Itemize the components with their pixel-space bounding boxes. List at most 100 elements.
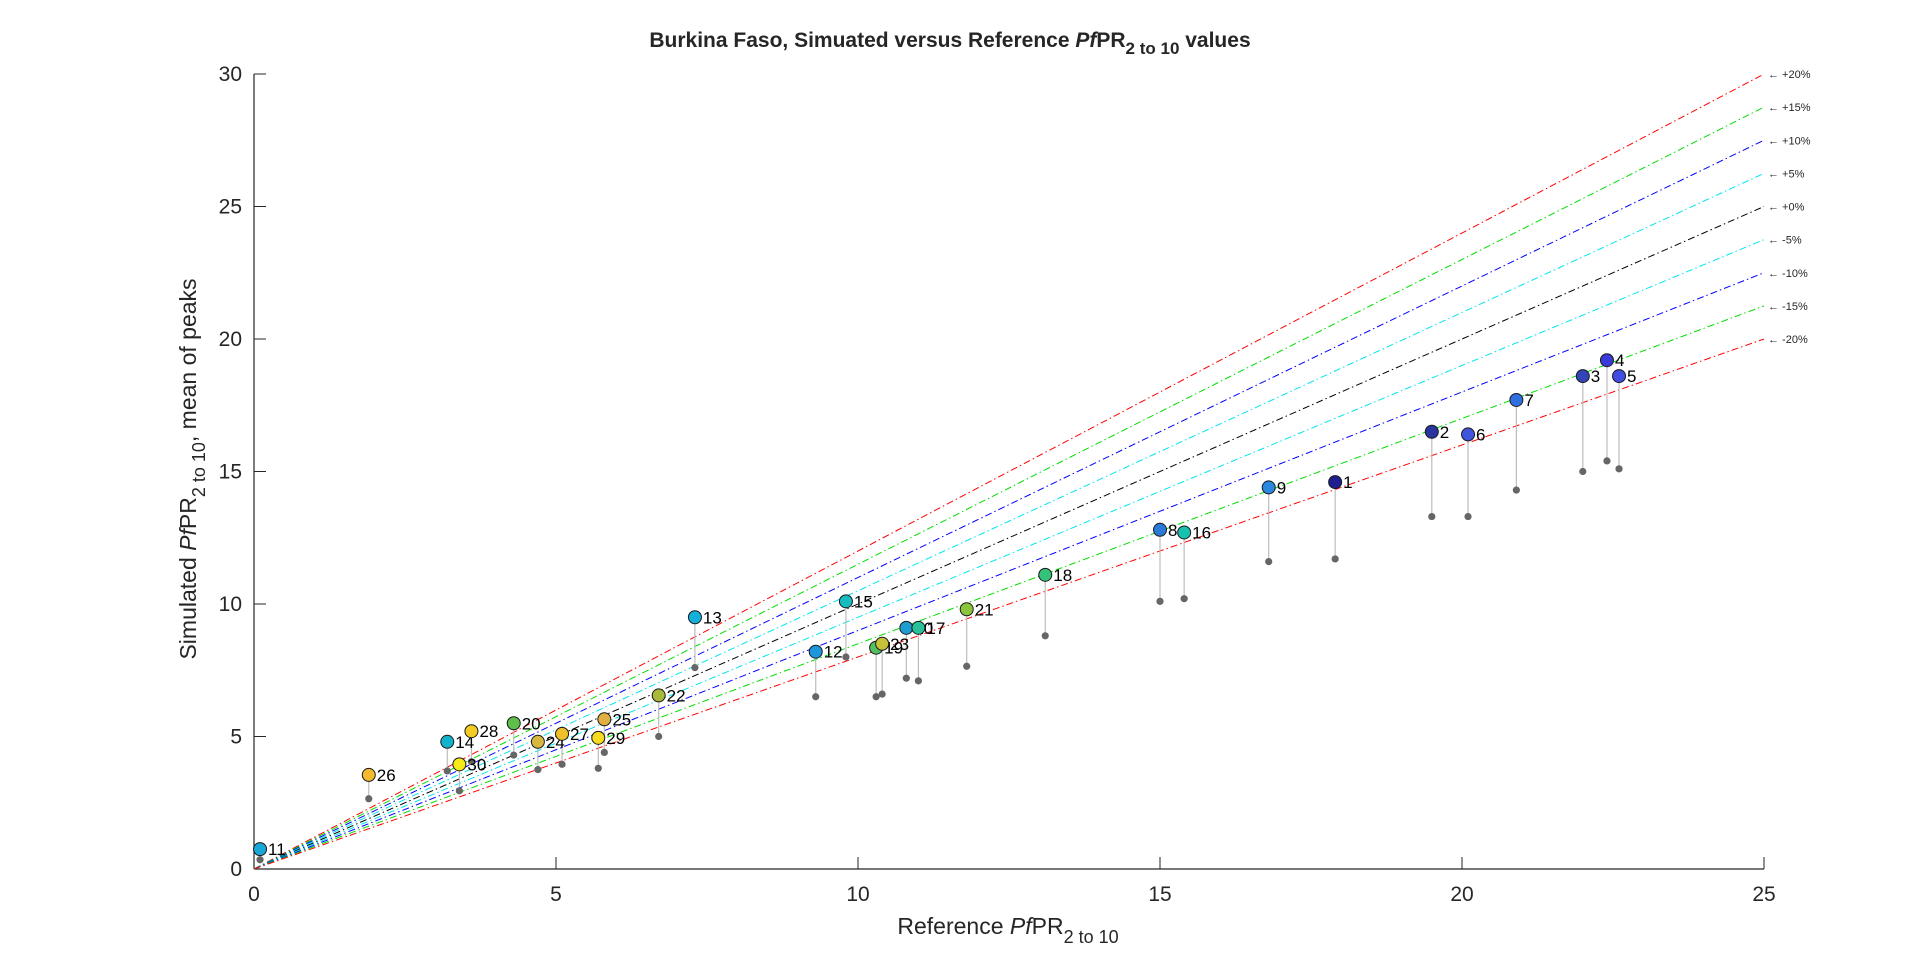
data-point bbox=[1599, 353, 1614, 368]
point-low-marker bbox=[1041, 632, 1049, 640]
reference-line bbox=[253, 73, 1765, 870]
data-point bbox=[875, 636, 890, 651]
data-point-label: 27 bbox=[570, 725, 589, 744]
data-point-label: 29 bbox=[606, 729, 625, 748]
data-point bbox=[591, 730, 606, 745]
reference-line-label: ← +0% bbox=[1768, 202, 1805, 214]
data-point bbox=[1038, 567, 1053, 582]
point-low-marker bbox=[1615, 465, 1623, 473]
y-tick-label: 25 bbox=[219, 196, 242, 219]
point-low-marker bbox=[594, 764, 602, 772]
x-tick-label: 10 bbox=[846, 883, 869, 906]
data-point bbox=[1612, 369, 1627, 384]
data-point bbox=[959, 602, 974, 617]
point-low-marker bbox=[872, 693, 880, 701]
data-point-label: 23 bbox=[890, 635, 909, 654]
point-low-marker bbox=[1603, 457, 1611, 465]
data-point bbox=[506, 716, 521, 731]
chart-title: Burkina Faso, Simuated versus Reference … bbox=[649, 29, 1250, 58]
point-low-marker bbox=[812, 693, 820, 701]
data-point bbox=[899, 620, 914, 635]
data-point bbox=[597, 712, 612, 727]
y-tick-label: 10 bbox=[219, 593, 242, 616]
reference-line bbox=[253, 106, 1765, 870]
data-point bbox=[1461, 427, 1476, 442]
data-point bbox=[808, 644, 823, 659]
reference-line bbox=[253, 272, 1765, 870]
y-axis-label: Simulated PfPR2 to 10, mean of peaks bbox=[175, 278, 209, 659]
point-low-marker bbox=[1512, 486, 1520, 494]
y-tick-label: 30 bbox=[219, 63, 242, 86]
data-point-label: 12 bbox=[824, 643, 843, 662]
reference-line bbox=[253, 305, 1765, 870]
point-low-marker bbox=[558, 760, 566, 768]
reference-lines: ← +20% ← +15% ← +10% ← +5% ← +0% ← -5% ← -10% ←… bbox=[253, 69, 1811, 870]
data-points: 1234567891011121314151617181920212223242… bbox=[253, 351, 1637, 864]
data-point bbox=[1328, 475, 1343, 490]
reference-line-label: ← +10% bbox=[1768, 135, 1811, 147]
point-low-marker bbox=[1156, 597, 1164, 605]
reference-line-label: ← +20% bbox=[1768, 69, 1811, 81]
reference-line-label: ← -5% bbox=[1768, 235, 1802, 247]
reference-line bbox=[253, 139, 1765, 870]
point-low-marker bbox=[655, 732, 663, 741]
reference-line-label: ← -20% bbox=[1768, 334, 1808, 346]
point-low-marker bbox=[1180, 595, 1188, 603]
x-axis-label: Reference PfPR2 to 10 bbox=[897, 913, 1118, 947]
point-low-marker bbox=[842, 653, 850, 661]
data-point-label: 13 bbox=[703, 608, 722, 627]
point-low-marker bbox=[914, 677, 923, 685]
reference-line-label: ← -15% bbox=[1768, 301, 1808, 313]
data-point bbox=[651, 688, 666, 703]
data-point-label: 30 bbox=[467, 755, 486, 774]
point-low-marker bbox=[1464, 512, 1472, 521]
reference-line bbox=[253, 206, 1765, 870]
data-point-label: 15 bbox=[854, 592, 873, 611]
y-tick-label: 5 bbox=[230, 726, 242, 749]
y-tick-label: 20 bbox=[219, 328, 242, 351]
point-low-marker bbox=[467, 758, 476, 766]
data-point bbox=[1177, 525, 1192, 540]
data-point-label: 1 bbox=[1343, 473, 1352, 492]
x-tick-label: 20 bbox=[1450, 883, 1473, 906]
data-point bbox=[1261, 480, 1276, 495]
data-point-label: 2 bbox=[1440, 423, 1449, 442]
data-point bbox=[1575, 369, 1590, 384]
data-point-label: 11 bbox=[268, 840, 286, 859]
reference-line bbox=[253, 172, 1765, 870]
data-point-label: 16 bbox=[1192, 523, 1211, 542]
point-low-marker bbox=[902, 674, 910, 682]
point-low-marker bbox=[455, 787, 463, 795]
data-point-label: 21 bbox=[975, 600, 994, 619]
point-low-marker bbox=[1428, 512, 1436, 521]
data-point-label: 3 bbox=[1591, 367, 1600, 386]
data-point bbox=[1509, 392, 1524, 407]
point-low-marker bbox=[443, 767, 451, 775]
data-point bbox=[687, 610, 702, 625]
data-point bbox=[838, 594, 853, 609]
data-point-label: 5 bbox=[1627, 367, 1636, 386]
data-point bbox=[530, 734, 545, 749]
data-point bbox=[464, 724, 479, 739]
point-low-marker bbox=[1265, 558, 1273, 566]
y-tick-label: 15 bbox=[219, 461, 242, 484]
data-point bbox=[1424, 424, 1439, 439]
point-low-marker bbox=[510, 751, 518, 759]
data-point-label: 18 bbox=[1053, 566, 1072, 585]
data-point bbox=[253, 842, 268, 857]
data-point bbox=[361, 767, 376, 782]
point-low-marker bbox=[963, 662, 971, 670]
x-tick-label: 25 bbox=[1752, 883, 1775, 906]
reference-line-label: ← +5% bbox=[1768, 168, 1805, 180]
reference-line-label: ← +15% bbox=[1768, 102, 1811, 114]
point-low-marker bbox=[691, 664, 699, 672]
data-point-label: 28 bbox=[479, 722, 498, 741]
point-low-marker bbox=[534, 766, 542, 774]
reference-line-label: ← -10% bbox=[1768, 268, 1808, 280]
reference-line bbox=[253, 338, 1765, 870]
data-point-label: 4 bbox=[1615, 351, 1624, 370]
x-tick-label: 0 bbox=[248, 883, 260, 906]
point-low-marker bbox=[365, 795, 373, 803]
data-point bbox=[1153, 522, 1167, 537]
